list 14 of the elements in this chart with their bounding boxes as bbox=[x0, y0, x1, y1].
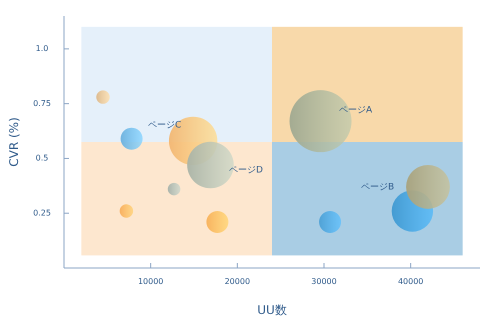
y-axis-title: CVR (%) bbox=[7, 117, 21, 167]
x-tick-label: 30000 bbox=[311, 277, 337, 286]
y-tick-label: 0.25 bbox=[33, 208, 51, 218]
annotation: ページA bbox=[339, 105, 373, 116]
annotation: ページC bbox=[148, 120, 182, 130]
y-tick-label: 0.75 bbox=[33, 98, 51, 108]
annotation: ページB bbox=[361, 182, 394, 192]
annotation: ページD bbox=[229, 165, 263, 176]
x-tick-label: 20000 bbox=[224, 277, 250, 286]
x-tick-label: 40000 bbox=[398, 277, 424, 286]
x-tick-label: 10000 bbox=[138, 277, 164, 286]
y-tick-label: 0.5 bbox=[36, 154, 48, 163]
y-tick-label: 1.0 bbox=[36, 44, 48, 54]
x-axis-title: UU数 bbox=[257, 303, 287, 317]
